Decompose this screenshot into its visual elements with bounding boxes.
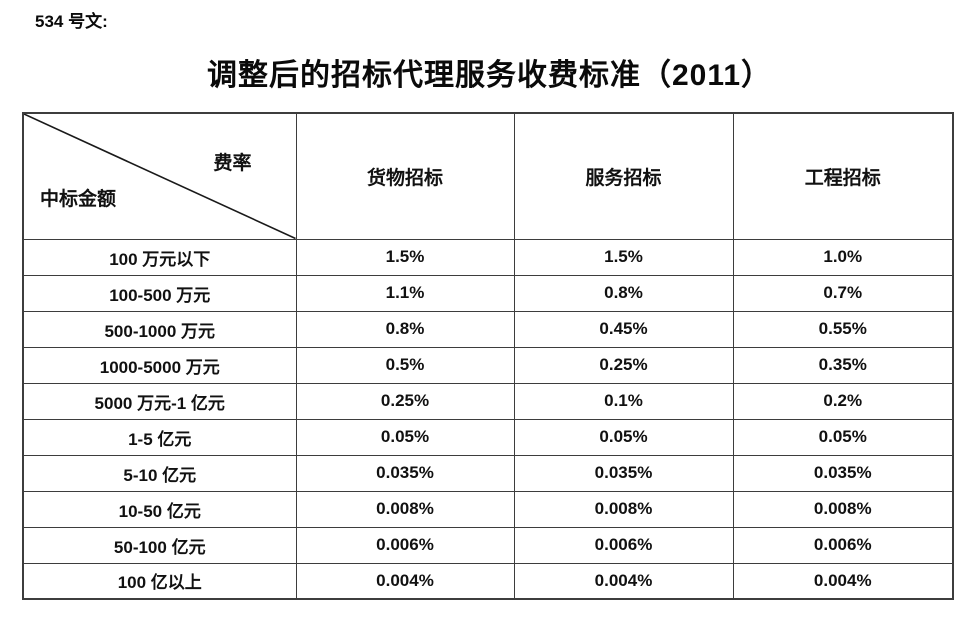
rate-cell: 1.0% [732, 238, 954, 276]
diagonal-line [24, 114, 296, 239]
rate-cell: 0.5% [295, 346, 515, 384]
fee-table-header: 费率 中标金额 货物招标 服务招标 工程招标 [22, 112, 954, 240]
column-header-engineering: 工程招标 [732, 112, 954, 240]
rate-cell: 0.25% [295, 382, 515, 420]
column-header-service: 服务招标 [513, 112, 734, 240]
rate-cell: 0.008% [295, 490, 515, 528]
amount-cell: 50-100 亿元 [22, 526, 297, 564]
amount-cell: 5-10 亿元 [22, 454, 297, 492]
table-row: 500-1000 万元 0.8% 0.45% 0.55% [22, 310, 954, 348]
rate-cell: 0.45% [513, 310, 734, 348]
rate-cell: 0.8% [295, 310, 515, 348]
amount-cell: 5000 万元-1 亿元 [22, 382, 297, 420]
rate-cell: 0.05% [732, 418, 954, 456]
rate-cell: 0.2% [732, 382, 954, 420]
table-row: 1-5 亿元 0.05% 0.05% 0.05% [22, 418, 954, 456]
rate-cell: 0.05% [513, 418, 734, 456]
rate-cell: 0.006% [513, 526, 734, 564]
rate-cell: 0.35% [732, 346, 954, 384]
table-row: 50-100 亿元 0.006% 0.006% 0.006% [22, 526, 954, 564]
amount-cell: 100-500 万元 [22, 274, 297, 312]
amount-cell: 1000-5000 万元 [22, 346, 297, 384]
rate-cell: 0.004% [513, 562, 734, 600]
amount-cell: 500-1000 万元 [22, 310, 297, 348]
table-row: 5000 万元-1 亿元 0.25% 0.1% 0.2% [22, 382, 954, 420]
rate-cell: 0.55% [732, 310, 954, 348]
rate-cell: 0.035% [732, 454, 954, 492]
rate-cell: 1.1% [295, 274, 515, 312]
rate-cell: 1.5% [513, 238, 734, 276]
amount-cell: 1-5 亿元 [22, 418, 297, 456]
fee-rate-table: 费率 中标金额 货物招标 服务招标 工程招标 100 万元以下 1.5% 1.5… [22, 112, 954, 600]
rate-cell: 0.004% [295, 562, 515, 600]
table-row: 100-500 万元 1.1% 0.8% 0.7% [22, 274, 954, 312]
rate-cell: 0.1% [513, 382, 734, 420]
amount-cell: 100 亿以上 [22, 562, 297, 600]
rate-cell: 0.05% [295, 418, 515, 456]
amount-cell: 100 万元以下 [22, 238, 297, 276]
rate-cell: 0.004% [732, 562, 954, 600]
header-row: 费率 中标金额 货物招标 服务招标 工程招标 [22, 112, 954, 240]
rate-cell: 0.25% [513, 346, 734, 384]
column-header-goods: 货物招标 [295, 112, 515, 240]
table-row: 5-10 亿元 0.035% 0.035% 0.035% [22, 454, 954, 492]
amount-cell: 10-50 亿元 [22, 490, 297, 528]
fee-table-body: 100 万元以下 1.5% 1.5% 1.0% 100-500 万元 1.1% … [22, 238, 954, 600]
diagonal-corner-cell: 费率 中标金额 [22, 112, 297, 240]
rate-cell: 0.008% [513, 490, 734, 528]
rate-cell: 0.035% [513, 454, 734, 492]
rate-cell: 0.006% [295, 526, 515, 564]
corner-label-rate: 费率 [213, 153, 252, 174]
doc-number-label: 534 号文: [35, 12, 108, 31]
rate-cell: 0.008% [732, 490, 954, 528]
rate-cell: 0.006% [732, 526, 954, 564]
rate-cell: 0.7% [732, 274, 954, 312]
rate-cell: 0.8% [513, 274, 734, 312]
rate-cell: 1.5% [295, 238, 515, 276]
table-row: 10-50 亿元 0.008% 0.008% 0.008% [22, 490, 954, 528]
corner-label-amount: 中标金额 [40, 188, 117, 210]
page-title: 调整后的招标代理服务收费标准（2011） [206, 59, 773, 92]
rate-cell: 0.035% [295, 454, 515, 492]
table-row: 100 万元以下 1.5% 1.5% 1.0% [22, 238, 954, 276]
table-row: 1000-5000 万元 0.5% 0.25% 0.35% [22, 346, 954, 384]
table-row: 100 亿以上 0.004% 0.004% 0.004% [22, 562, 954, 600]
